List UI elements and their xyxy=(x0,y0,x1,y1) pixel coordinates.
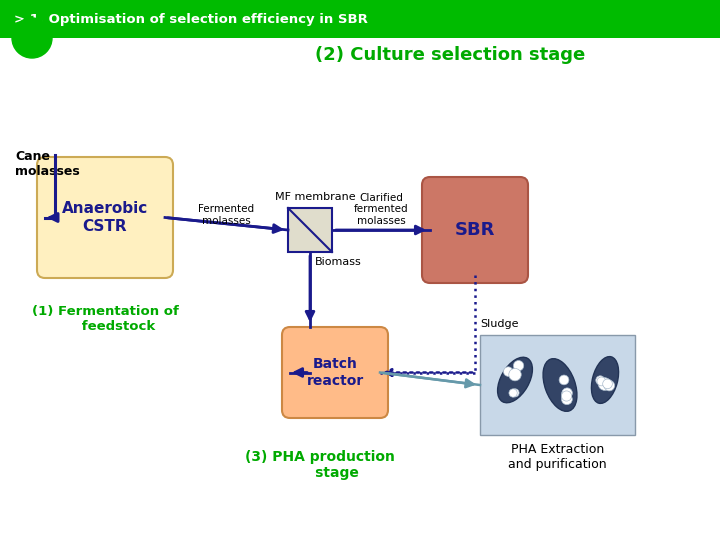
Circle shape xyxy=(603,379,612,389)
Text: Batch
reactor: Batch reactor xyxy=(307,357,364,388)
Circle shape xyxy=(12,18,52,58)
Circle shape xyxy=(509,389,517,397)
Circle shape xyxy=(559,375,569,385)
FancyBboxPatch shape xyxy=(422,177,528,283)
Text: SBR: SBR xyxy=(455,221,495,239)
Text: Fermented
molasses: Fermented molasses xyxy=(199,205,255,226)
Text: Biomass: Biomass xyxy=(315,257,361,267)
Text: (3) PHA production
       stage: (3) PHA production stage xyxy=(245,450,395,480)
Circle shape xyxy=(562,394,572,404)
Text: MF membrane: MF membrane xyxy=(275,192,355,202)
Text: PHA Extraction
and purification: PHA Extraction and purification xyxy=(508,443,607,471)
FancyBboxPatch shape xyxy=(282,327,388,418)
Circle shape xyxy=(509,368,521,381)
Circle shape xyxy=(503,367,513,376)
Circle shape xyxy=(513,361,523,371)
Text: (2) Culture selection stage: (2) Culture selection stage xyxy=(315,46,585,64)
Ellipse shape xyxy=(543,359,577,411)
Ellipse shape xyxy=(498,357,532,403)
Circle shape xyxy=(511,389,519,397)
Text: Anaerobic
CSTR: Anaerobic CSTR xyxy=(62,201,148,234)
Text: Clarified
fermented
molasses: Clarified fermented molasses xyxy=(354,193,408,226)
Text: > 1. Optimisation of selection efficiency in SBR: > 1. Optimisation of selection efficienc… xyxy=(14,12,368,25)
Bar xyxy=(288,208,332,252)
Circle shape xyxy=(597,377,606,386)
Text: Cane
molasses: Cane molasses xyxy=(15,150,80,178)
Bar xyxy=(480,335,635,435)
Circle shape xyxy=(598,377,611,390)
Circle shape xyxy=(562,388,572,399)
Circle shape xyxy=(562,391,572,401)
Ellipse shape xyxy=(591,356,618,403)
Circle shape xyxy=(595,376,605,385)
Circle shape xyxy=(562,389,572,399)
Bar xyxy=(0,0,720,38)
Text: (1) Fermentation of
      feedstock: (1) Fermentation of feedstock xyxy=(32,305,179,333)
FancyBboxPatch shape xyxy=(37,157,173,278)
Circle shape xyxy=(604,380,615,391)
Text: Sludge: Sludge xyxy=(480,319,518,329)
